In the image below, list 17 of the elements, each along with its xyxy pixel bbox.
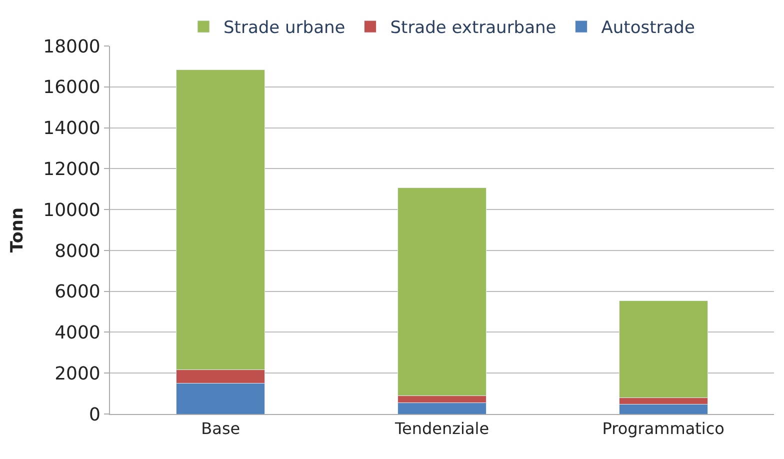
y-tick-label: 4000: [54, 322, 100, 344]
y-tick-label: 16000: [43, 77, 100, 98]
legend-label: Strade extraurbane: [390, 18, 556, 38]
y-tick-label: 2000: [54, 363, 100, 384]
x-tick-label: Tendenziale: [394, 419, 490, 438]
y-tick-label: 0: [88, 404, 100, 426]
y-tick-label: 10000: [43, 200, 100, 221]
y-tick-label: 14000: [43, 118, 100, 140]
y-axis-title: Tonn: [8, 207, 28, 253]
y-tick-label: 12000: [43, 158, 100, 180]
y-tick-label: 6000: [54, 282, 100, 303]
legend-label: Autostrade: [601, 18, 695, 38]
x-tick-label: Base: [201, 419, 240, 438]
x-tick-label: Programmatico: [602, 419, 724, 438]
y-tick-label: 18000: [43, 36, 100, 58]
y-tick-label: 8000: [54, 240, 100, 262]
legend-label: Strade urbane: [224, 18, 346, 38]
